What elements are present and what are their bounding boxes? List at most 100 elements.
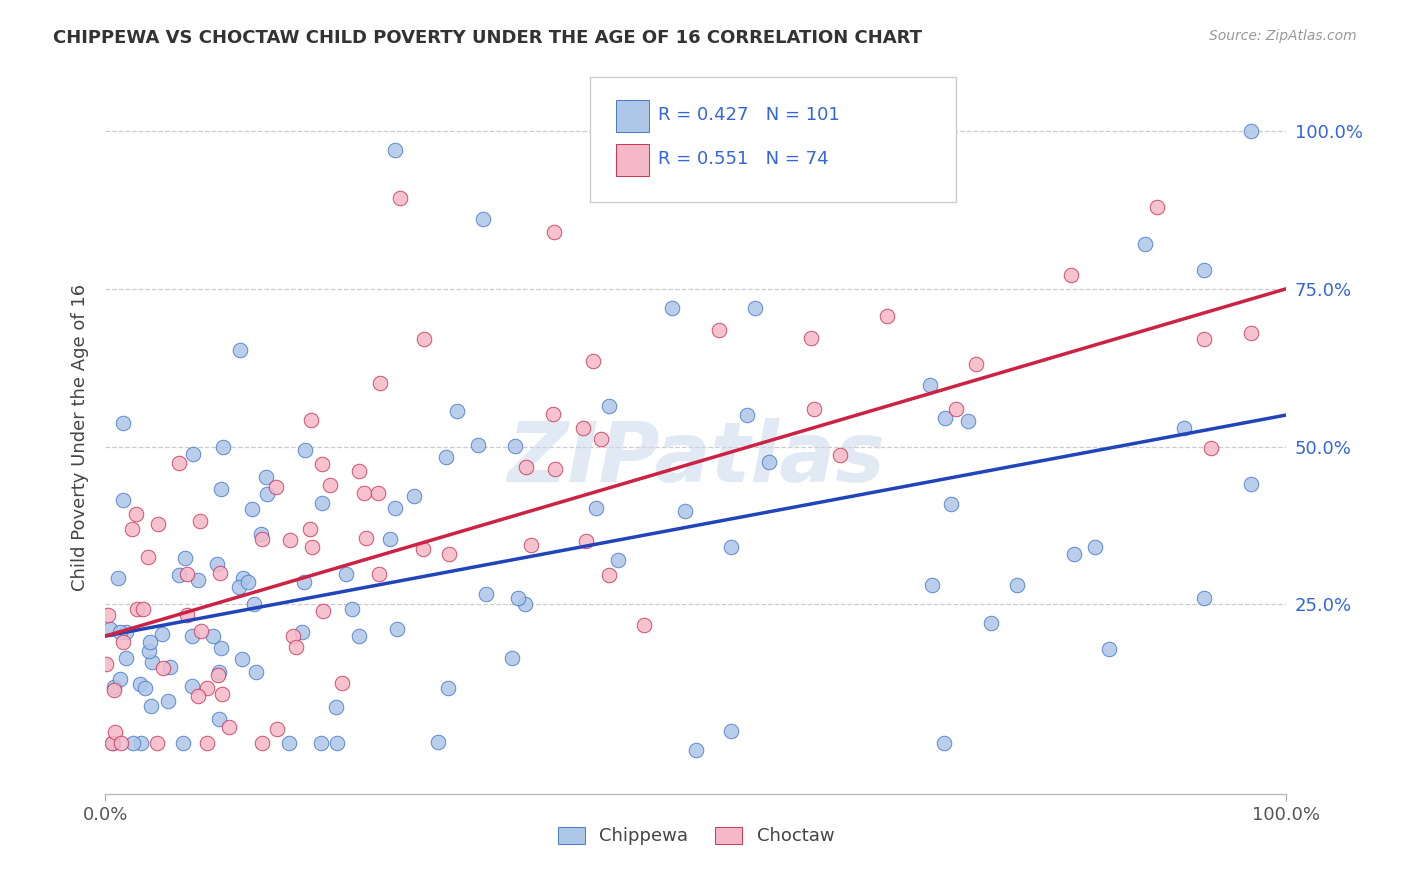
Point [256,486,278,500]
Point [1063,547,1085,561]
Point [957,414,980,428]
Point [606,553,628,567]
Point [264,480,287,494]
Point [1005,577,1028,591]
Point [254,470,277,484]
Point [181,678,204,692]
Point [115,650,138,665]
Point [150,627,173,641]
Point [146,516,169,531]
Point [353,486,375,500]
Point [744,301,766,315]
Point [309,736,332,750]
Point [292,575,315,590]
Point [367,485,389,500]
Point [980,616,1002,631]
Text: Source: ZipAtlas.com: Source: ZipAtlas.com [1209,29,1357,43]
Text: R = 0.551   N = 74: R = 0.551 N = 74 [658,151,828,169]
Point [404,489,426,503]
Point [311,496,333,510]
Point [231,652,253,666]
Point [152,661,174,675]
Point [209,641,232,656]
Point [319,478,342,492]
Point [633,617,655,632]
Point [167,456,190,470]
Point [720,541,742,555]
Point [103,680,125,694]
Point [172,736,194,750]
Point [108,624,131,639]
Point [236,575,259,590]
Point [181,447,204,461]
Point [97,608,120,623]
Point [541,407,564,421]
Point [122,736,145,750]
Point [503,439,526,453]
Point [342,602,364,616]
Point [437,681,460,695]
Point [245,665,267,679]
Point [1240,477,1263,491]
Point [218,720,240,734]
Point [278,736,301,750]
Point [169,568,191,582]
Point [207,665,229,679]
Point [129,677,152,691]
Point [515,459,537,474]
Point [209,483,232,497]
Point [240,501,263,516]
Point [205,557,228,571]
Point [467,438,489,452]
Point [250,526,273,541]
Text: CHIPPEWA VS CHOCTAW CHILD POVERTY UNDER THE AGE OF 16 CORRELATION CHART: CHIPPEWA VS CHOCTAW CHILD POVERTY UNDER … [53,29,922,46]
Point [378,532,401,546]
Point [201,629,224,643]
Point [281,629,304,643]
Point [312,604,335,618]
Point [311,457,333,471]
Point [513,598,536,612]
Point [207,668,229,682]
Point [803,401,825,416]
Point [187,574,209,588]
Bar [616,144,648,176]
Point [101,736,124,750]
Point [139,699,162,714]
Point [101,736,124,750]
Point [208,566,231,580]
Point [125,602,148,616]
Point [434,450,457,465]
Point [598,399,620,413]
Point [1192,591,1215,606]
Point [673,503,696,517]
Point [384,500,406,515]
Point [830,448,852,462]
Point [243,597,266,611]
Point [146,736,169,750]
Point [876,309,898,323]
Point [1201,441,1223,455]
Point [1060,268,1083,282]
Point [385,623,408,637]
Point [412,542,434,557]
Point [180,629,202,643]
Point [325,699,347,714]
Point [134,681,156,695]
Point [335,567,357,582]
Point [800,331,823,345]
Point [112,416,135,430]
Point [104,724,127,739]
Point [543,462,565,476]
Point [299,522,322,536]
Point [294,443,316,458]
Point [266,722,288,736]
Point [108,672,131,686]
Point [1173,420,1195,434]
Point [326,736,349,750]
Point [252,532,274,546]
Point [1240,326,1263,340]
Point [111,492,134,507]
Point [585,500,607,515]
Point [598,568,620,582]
